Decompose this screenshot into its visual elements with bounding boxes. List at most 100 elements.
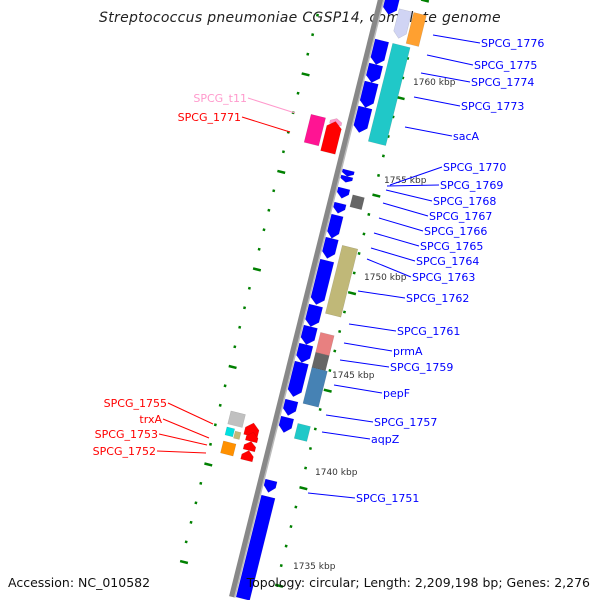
gene-feature[interactable] (382, 0, 402, 16)
leader-line (373, 232, 420, 247)
gene-label[interactable]: SPCG_1767 (429, 210, 492, 223)
gene-feature[interactable] (233, 430, 242, 440)
tick-mark (218, 403, 222, 407)
gene-label[interactable]: SPCG_1765 (420, 240, 483, 253)
tick-mark (338, 329, 342, 334)
gene-feature[interactable] (369, 38, 390, 66)
gene-feature[interactable] (304, 303, 324, 328)
tick-mark (313, 427, 317, 431)
gene-label[interactable]: SPCG_1774 (471, 76, 534, 89)
gene-feature[interactable] (227, 410, 246, 428)
gene-label[interactable]: SPCG_1768 (433, 195, 496, 208)
gene-feature[interactable] (302, 367, 328, 408)
tick-mark (372, 193, 381, 198)
gene-feature[interactable] (293, 423, 311, 442)
tick-mark (289, 525, 293, 529)
tick-mark (204, 462, 213, 467)
gene-label[interactable]: SPCG_1759 (390, 361, 453, 374)
gene-feature[interactable] (325, 245, 359, 318)
gene-label[interactable]: SPCG_1762 (406, 292, 469, 305)
gene-label[interactable]: SPCG_1761 (397, 325, 460, 338)
tick-mark (223, 384, 227, 388)
gene-feature[interactable] (352, 105, 373, 134)
tick-mark (184, 540, 188, 544)
tick-mark (323, 388, 332, 393)
gene-feature[interactable] (336, 186, 351, 200)
gene-feature[interactable] (299, 324, 318, 346)
tick-label: 1760 kbp (413, 78, 456, 88)
tick-mark (243, 306, 247, 310)
tick-mark (328, 368, 332, 373)
gene-label[interactable]: SPCG_1753 (95, 428, 158, 441)
leader-line (385, 189, 433, 202)
gene-feature[interactable] (332, 201, 347, 215)
gene-feature[interactable] (321, 236, 339, 260)
gene-label[interactable]: SPCG_1775 (474, 59, 537, 72)
gene-feature[interactable] (367, 42, 411, 146)
gene-feature[interactable] (392, 8, 413, 40)
gene-label[interactable]: SPCG_1752 (93, 445, 156, 458)
gene-feature[interactable] (295, 342, 314, 364)
tick-mark (318, 407, 322, 412)
gene-feature[interactable] (235, 494, 276, 600)
tick-mark (257, 247, 261, 251)
tick-mark (179, 559, 189, 565)
gene-feature[interactable] (240, 449, 255, 463)
gene-label[interactable]: SPCG_1763 (412, 271, 475, 284)
gene-feature[interactable] (224, 426, 236, 438)
tick-label: 1745 kbp (332, 371, 375, 381)
gene-feature[interactable] (309, 258, 335, 306)
leader-line (382, 202, 429, 217)
gene-feature[interactable] (315, 332, 335, 357)
gene-label[interactable]: trxA (139, 413, 162, 426)
tick-mark (306, 52, 310, 56)
gene-feature[interactable] (320, 120, 343, 155)
gene-feature[interactable] (349, 194, 365, 211)
tick-mark (420, 0, 430, 3)
tick-mark (308, 447, 312, 451)
leader-line (156, 450, 207, 454)
gene-feature[interactable] (405, 12, 427, 47)
gene-feature[interactable] (282, 398, 299, 417)
gene-label[interactable]: SPCG_t11 (193, 92, 247, 105)
gene-feature[interactable] (341, 168, 355, 178)
gene-label[interactable]: SPCG_1755 (104, 397, 167, 410)
gene-label[interactable]: prmA (393, 345, 423, 358)
leader-line (404, 126, 453, 137)
gene-feature[interactable] (262, 478, 278, 494)
gene-label[interactable]: aqpZ (371, 433, 400, 446)
gene-label[interactable]: SPCG_1776 (481, 37, 544, 50)
gene-feature[interactable] (365, 62, 384, 84)
leader-line (348, 323, 397, 332)
tick-mark (294, 505, 298, 509)
genome-track (179, 0, 430, 600)
tick-mark (189, 520, 193, 524)
tick-mark (262, 228, 266, 232)
gene-label[interactable]: SPCG_1757 (374, 416, 437, 429)
gene-label[interactable]: SPCG_1766 (424, 225, 487, 238)
gene-label[interactable]: SPCG_1771 (178, 111, 241, 124)
gene-label[interactable]: sacA (453, 130, 480, 143)
gene-feature[interactable] (277, 415, 295, 434)
gene-feature[interactable] (286, 360, 309, 398)
gene-label[interactable]: SPCG_1769 (440, 179, 503, 192)
tick-mark (233, 345, 237, 349)
gene-label[interactable]: SPCG_1764 (416, 255, 479, 268)
gene-feature[interactable] (340, 174, 354, 184)
leader-line (339, 359, 390, 368)
gene-label[interactable]: SPCG_1770 (443, 161, 506, 174)
map-title: Streptococcus pneumoniae CGSP14, complet… (99, 10, 501, 26)
gene-feature[interactable] (303, 113, 326, 147)
gene-feature[interactable] (326, 213, 344, 240)
tick-mark (213, 423, 217, 427)
gene-label[interactable]: SPCG_1751 (356, 492, 419, 505)
gene-feature[interactable] (359, 80, 379, 109)
tick-mark (304, 466, 308, 470)
tick-mark (299, 486, 308, 491)
accession-text: Accession: NC_010582 (8, 575, 150, 590)
gene-feature[interactable] (220, 440, 237, 457)
gene-label[interactable]: pepF (383, 387, 410, 400)
tick-mark (247, 286, 251, 290)
gene-label[interactable]: SPCG_1773 (461, 100, 524, 113)
